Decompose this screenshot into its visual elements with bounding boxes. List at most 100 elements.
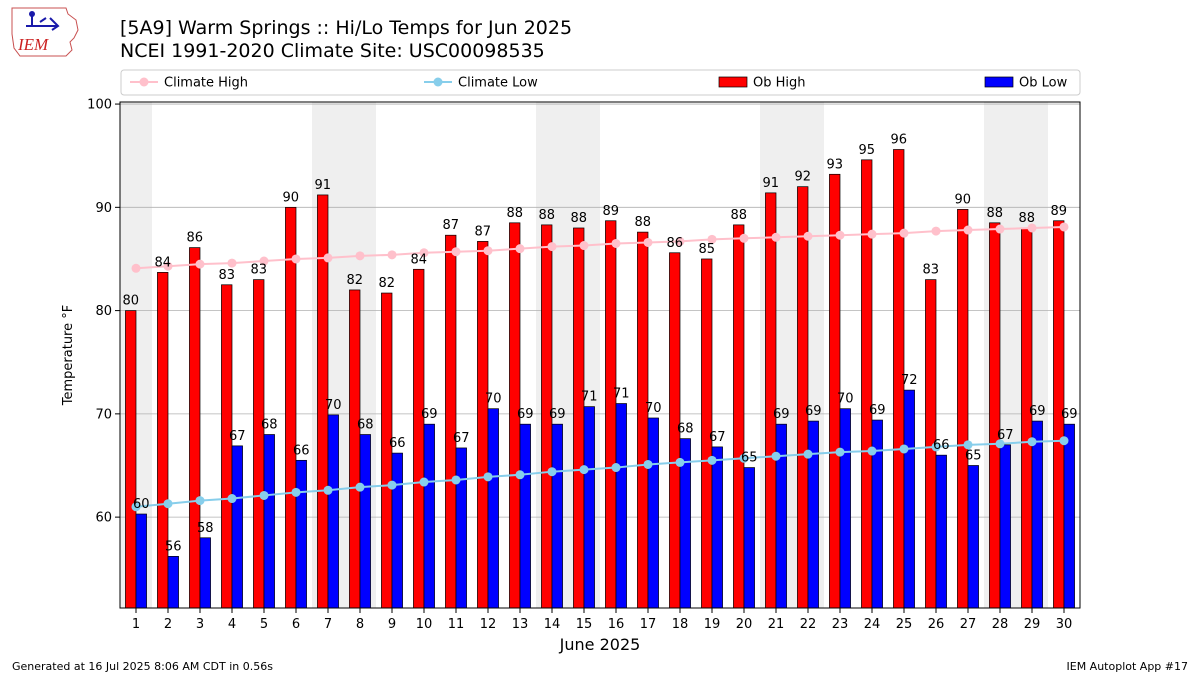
x-tick-label: 12 [480, 617, 497, 632]
ob-low-bar [551, 423, 563, 609]
climate-high-line [135, 225, 1065, 270]
ob-low-bar [743, 467, 755, 609]
climate-low-point [643, 459, 653, 469]
climate-low-point [195, 496, 205, 506]
ob-low-label: 58 [197, 521, 214, 536]
ob-high-label: 84 [154, 255, 171, 270]
ob-low-bar [199, 537, 211, 609]
ob-high-bar [605, 220, 617, 609]
ob-low-bar [1063, 423, 1075, 609]
climate-high-point [835, 230, 845, 240]
weekend-shade [120, 102, 152, 608]
climate-high-point [611, 238, 621, 248]
ob-high-label: 83 [922, 263, 939, 278]
ob-low-bar [391, 452, 403, 609]
climate-low-point [771, 451, 781, 461]
ob-low-label: 67 [229, 429, 246, 444]
climate-high-point [931, 226, 941, 236]
legend-box [120, 69, 1081, 96]
ob-low-label: 71 [613, 387, 630, 402]
ob-high-bar [285, 206, 297, 609]
y-tick-label: 60 [95, 511, 112, 526]
plot-frame [119, 101, 1081, 609]
x-tick-label: 19 [704, 617, 721, 632]
legend-label: Climate High [164, 76, 248, 91]
climate-high-point [1027, 223, 1037, 233]
climate-low-point [963, 440, 973, 450]
ob-low-label: 69 [805, 404, 822, 419]
climate-low-point [387, 480, 397, 490]
climate-high-point [419, 248, 429, 258]
ob-low-label: 67 [997, 428, 1014, 443]
climate-high-point [579, 241, 589, 251]
climate-high-point [483, 246, 493, 256]
climate-high-point [547, 242, 557, 252]
ob-low-label: 69 [773, 407, 790, 422]
climate-high-point [643, 237, 653, 247]
bar-value-labels: 80 60 84 56 86 58 83 67 83 68 90 66 91 70 82 68 82 66 84 69… [122, 133, 1077, 555]
ob-low-bar [935, 454, 947, 609]
climate-low-point [483, 472, 493, 482]
weekend-shade [760, 102, 824, 608]
ob-low-bar [583, 406, 595, 609]
station-dot-icon [29, 11, 35, 17]
legend-swatch-bar [718, 76, 748, 88]
x-tick-label: 11 [448, 617, 465, 632]
ob-low-bar [615, 403, 627, 609]
ob-low-label: 67 [453, 431, 470, 446]
ob-high-label: 91 [762, 176, 779, 191]
climate-high-point [867, 229, 877, 239]
ob-low-bar [807, 420, 819, 609]
climate-low-point [579, 465, 589, 475]
ob-low-bar [327, 414, 339, 609]
logo-text: IEM [17, 35, 49, 54]
ob-low-bar [839, 408, 851, 609]
ob-high-bar [765, 192, 777, 609]
ob-high-bar [349, 289, 361, 609]
ob-high-bar [797, 186, 809, 609]
x-tick-label: 30 [1056, 617, 1073, 632]
climate-high-point [163, 261, 173, 271]
climate-high-point [995, 224, 1005, 234]
ob-low-label: 66 [933, 438, 950, 453]
ob-high-label: 93 [826, 157, 843, 172]
climate-high-point [899, 228, 909, 238]
ob-low-bar [359, 434, 371, 609]
climate-low-point [163, 499, 173, 509]
climate-high-point [1059, 222, 1069, 232]
climate-high-point [355, 251, 365, 261]
climate-low-point [611, 463, 621, 473]
ob-high-bar [221, 284, 233, 609]
climate-high-point [675, 236, 685, 246]
weekend-shade [536, 102, 600, 608]
legend-label: Ob High [753, 76, 806, 91]
climate-low-point [355, 482, 365, 492]
x-tick-label: 9 [388, 617, 396, 632]
climate-low-point [227, 494, 237, 504]
ob-low-label: 68 [357, 418, 374, 433]
ob-high-bar [541, 224, 553, 609]
climate-low-point [547, 467, 557, 477]
app-footer: IEM Autoplot App #17 [1066, 660, 1189, 673]
x-tick-label: 3 [196, 617, 204, 632]
ob-low-label: 66 [293, 443, 310, 458]
x-tick-label: 22 [800, 617, 817, 632]
climate-low-line [135, 439, 1065, 508]
ob-low-bar [1031, 420, 1043, 609]
ob-low-label: 70 [325, 398, 342, 413]
ob-high-label: 89 [602, 204, 619, 219]
x-tick-label: 5 [260, 617, 268, 632]
ob-high-bar [701, 258, 713, 609]
ob-high-label: 88 [634, 215, 651, 230]
climate-low-point [291, 487, 301, 497]
ob-low-bar [711, 446, 723, 609]
weather-station-icon [26, 14, 60, 31]
ob-high-label: 86 [666, 236, 683, 251]
ob-high-label: 92 [794, 170, 811, 185]
ob-high-bar [925, 279, 937, 609]
ob-high-bar [381, 292, 393, 609]
climate-lines [131, 222, 1069, 512]
ob-low-bar [135, 513, 147, 609]
weekend-shading [120, 102, 1048, 608]
